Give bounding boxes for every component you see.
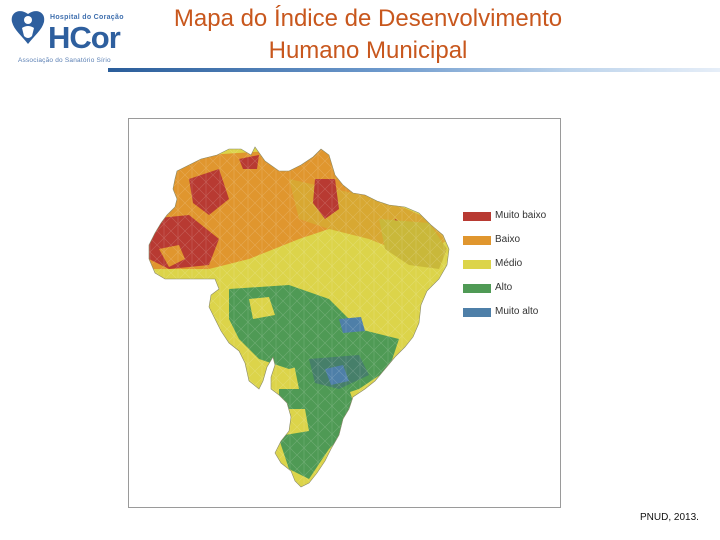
legend-swatch (463, 212, 491, 221)
legend-label: Baixo (495, 234, 521, 245)
map-frame: Muito baixo Baixo Médio Alto Muito alto (128, 118, 561, 508)
header-divider (108, 68, 720, 72)
heart-figure-icon (11, 11, 45, 44)
logo-wordmark: HCor (48, 20, 121, 55)
logo-subtext: Associação do Sanatório Sírio (18, 57, 111, 64)
legend-swatch (463, 308, 491, 317)
legend-label: Médio (495, 258, 523, 269)
brazil-idhm-map (148, 146, 450, 488)
page-title: Mapa do Índice de Desenvolvimento Humano… (173, 5, 563, 64)
legend-swatch (463, 260, 491, 269)
legend-label: Muito baixo (495, 210, 547, 221)
legend-item-medio: Médio (463, 258, 563, 271)
hcor-logo: Hospital do Coração HCor Associação do S… (8, 6, 136, 68)
legend-swatch (463, 236, 491, 245)
legend-label: Muito alto (495, 306, 539, 317)
logo-top-text: Hospital do Coração (50, 14, 124, 21)
legend-swatch (463, 284, 491, 293)
legend-item-muito-alto: Muito alto (463, 306, 563, 319)
legend-item-alto: Alto (463, 282, 563, 295)
legend-item-baixo: Baixo (463, 234, 563, 247)
source-citation: PNUD, 2013. (640, 512, 699, 523)
legend-label: Alto (495, 282, 513, 293)
legend-item-muito-baixo: Muito baixo (463, 210, 563, 223)
